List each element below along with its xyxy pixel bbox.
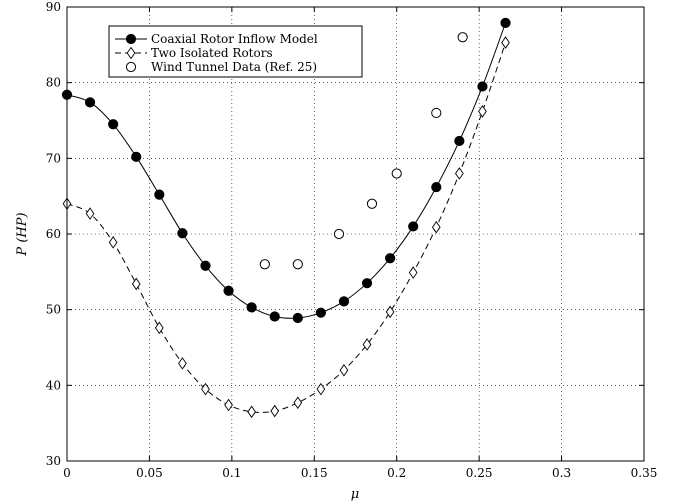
data-point-series-2 [293, 396, 303, 410]
data-point-series-3 [259, 259, 270, 270]
legend-marker [126, 46, 136, 60]
x-tick-label: 0.25 [466, 466, 493, 480]
axis-ticks: 0 0.05 0.1 0.15 0.2 0.25 0.3 0.35 30 40 50 60 70 80 90 [46, 0, 658, 480]
data-point-series-1 [154, 189, 165, 200]
data-point-series-2 [385, 305, 395, 319]
data-point-series-3 [292, 259, 303, 270]
data-point-series-2 [201, 382, 210, 396]
data-point-series-1 [408, 221, 419, 232]
data-point-series-1 [361, 278, 373, 289]
data-point-series-1 [454, 135, 465, 147]
y-tick-label: 30 [46, 454, 61, 468]
y-tick-label: 70 [46, 151, 61, 165]
data-point-series-3 [457, 32, 468, 43]
legend-marker [125, 61, 137, 73]
x-tick-label: 0.05 [136, 466, 163, 480]
y-tick-label: 80 [46, 76, 61, 90]
data-point-series-1 [431, 181, 442, 193]
data-point-series-1 [477, 81, 488, 92]
data-point-series-2 [316, 382, 326, 396]
data-point-series-2 [270, 404, 280, 418]
series-lines [66, 22, 506, 413]
legend-label: Wind Tunnel Data (Ref. 25) [151, 60, 317, 74]
data-point-series-3 [333, 228, 345, 240]
data-point-series-2 [362, 338, 372, 351]
data-point-series-2 [408, 266, 418, 279]
data-point-series-1 [292, 312, 303, 324]
legend-box [108, 25, 363, 78]
data-point-series-1 [200, 260, 211, 271]
data-point-series-3 [366, 198, 378, 209]
data-point-series-1 [500, 17, 511, 28]
data-point-series-1 [246, 302, 257, 313]
data-point-series-1 [385, 253, 396, 264]
y-tick-label: 60 [46, 227, 61, 241]
y-axis-label: P (HP) [15, 212, 30, 256]
data-point-series-1 [338, 296, 350, 307]
x-tick-label: 0.1 [222, 466, 241, 480]
data-point-series-1 [108, 119, 119, 130]
x-tick-label: 0.2 [387, 466, 406, 480]
data-point-series-1 [269, 311, 280, 322]
data-point-series-2 [247, 405, 256, 419]
data-point-series-2 [154, 321, 164, 335]
data-point-series-2 [108, 236, 118, 249]
grid-lines [67, 7, 644, 461]
data-point-series-1 [177, 228, 188, 239]
data-point-series-1 [84, 97, 96, 108]
data-point-series-2 [224, 398, 233, 412]
data-point-series-1 [315, 307, 326, 318]
x-tick-label: 0.15 [301, 466, 328, 480]
data-point-series-2 [339, 363, 349, 377]
data-point-series-1 [223, 285, 234, 296]
legend-marker [125, 33, 137, 45]
data-point-series-2 [455, 167, 464, 180]
series-markers [61, 17, 511, 419]
data-point-series-1 [131, 151, 142, 162]
x-tick-label: 0.3 [552, 466, 571, 480]
data-point-series-3 [431, 107, 442, 119]
legend-label: Coaxial Rotor Inflow Model [151, 32, 318, 46]
data-point-series-2 [431, 220, 441, 234]
data-point-series-3 [391, 168, 402, 179]
y-tick-label: 90 [46, 0, 61, 14]
x-axis-label: μ [351, 487, 359, 502]
legend-label: Two Isolated Rotors [151, 46, 273, 60]
data-point-series-2 [178, 357, 187, 370]
x-tick-label: 0.35 [631, 466, 658, 480]
data-point-series-2 [131, 277, 141, 291]
data-point-series-2 [478, 105, 487, 118]
y-tick-label: 40 [46, 378, 61, 392]
x-tick-label: 0 [63, 466, 71, 480]
data-point-series-2 [85, 207, 95, 220]
data-point-series-2 [501, 36, 510, 49]
y-tick-label: 50 [46, 303, 61, 317]
